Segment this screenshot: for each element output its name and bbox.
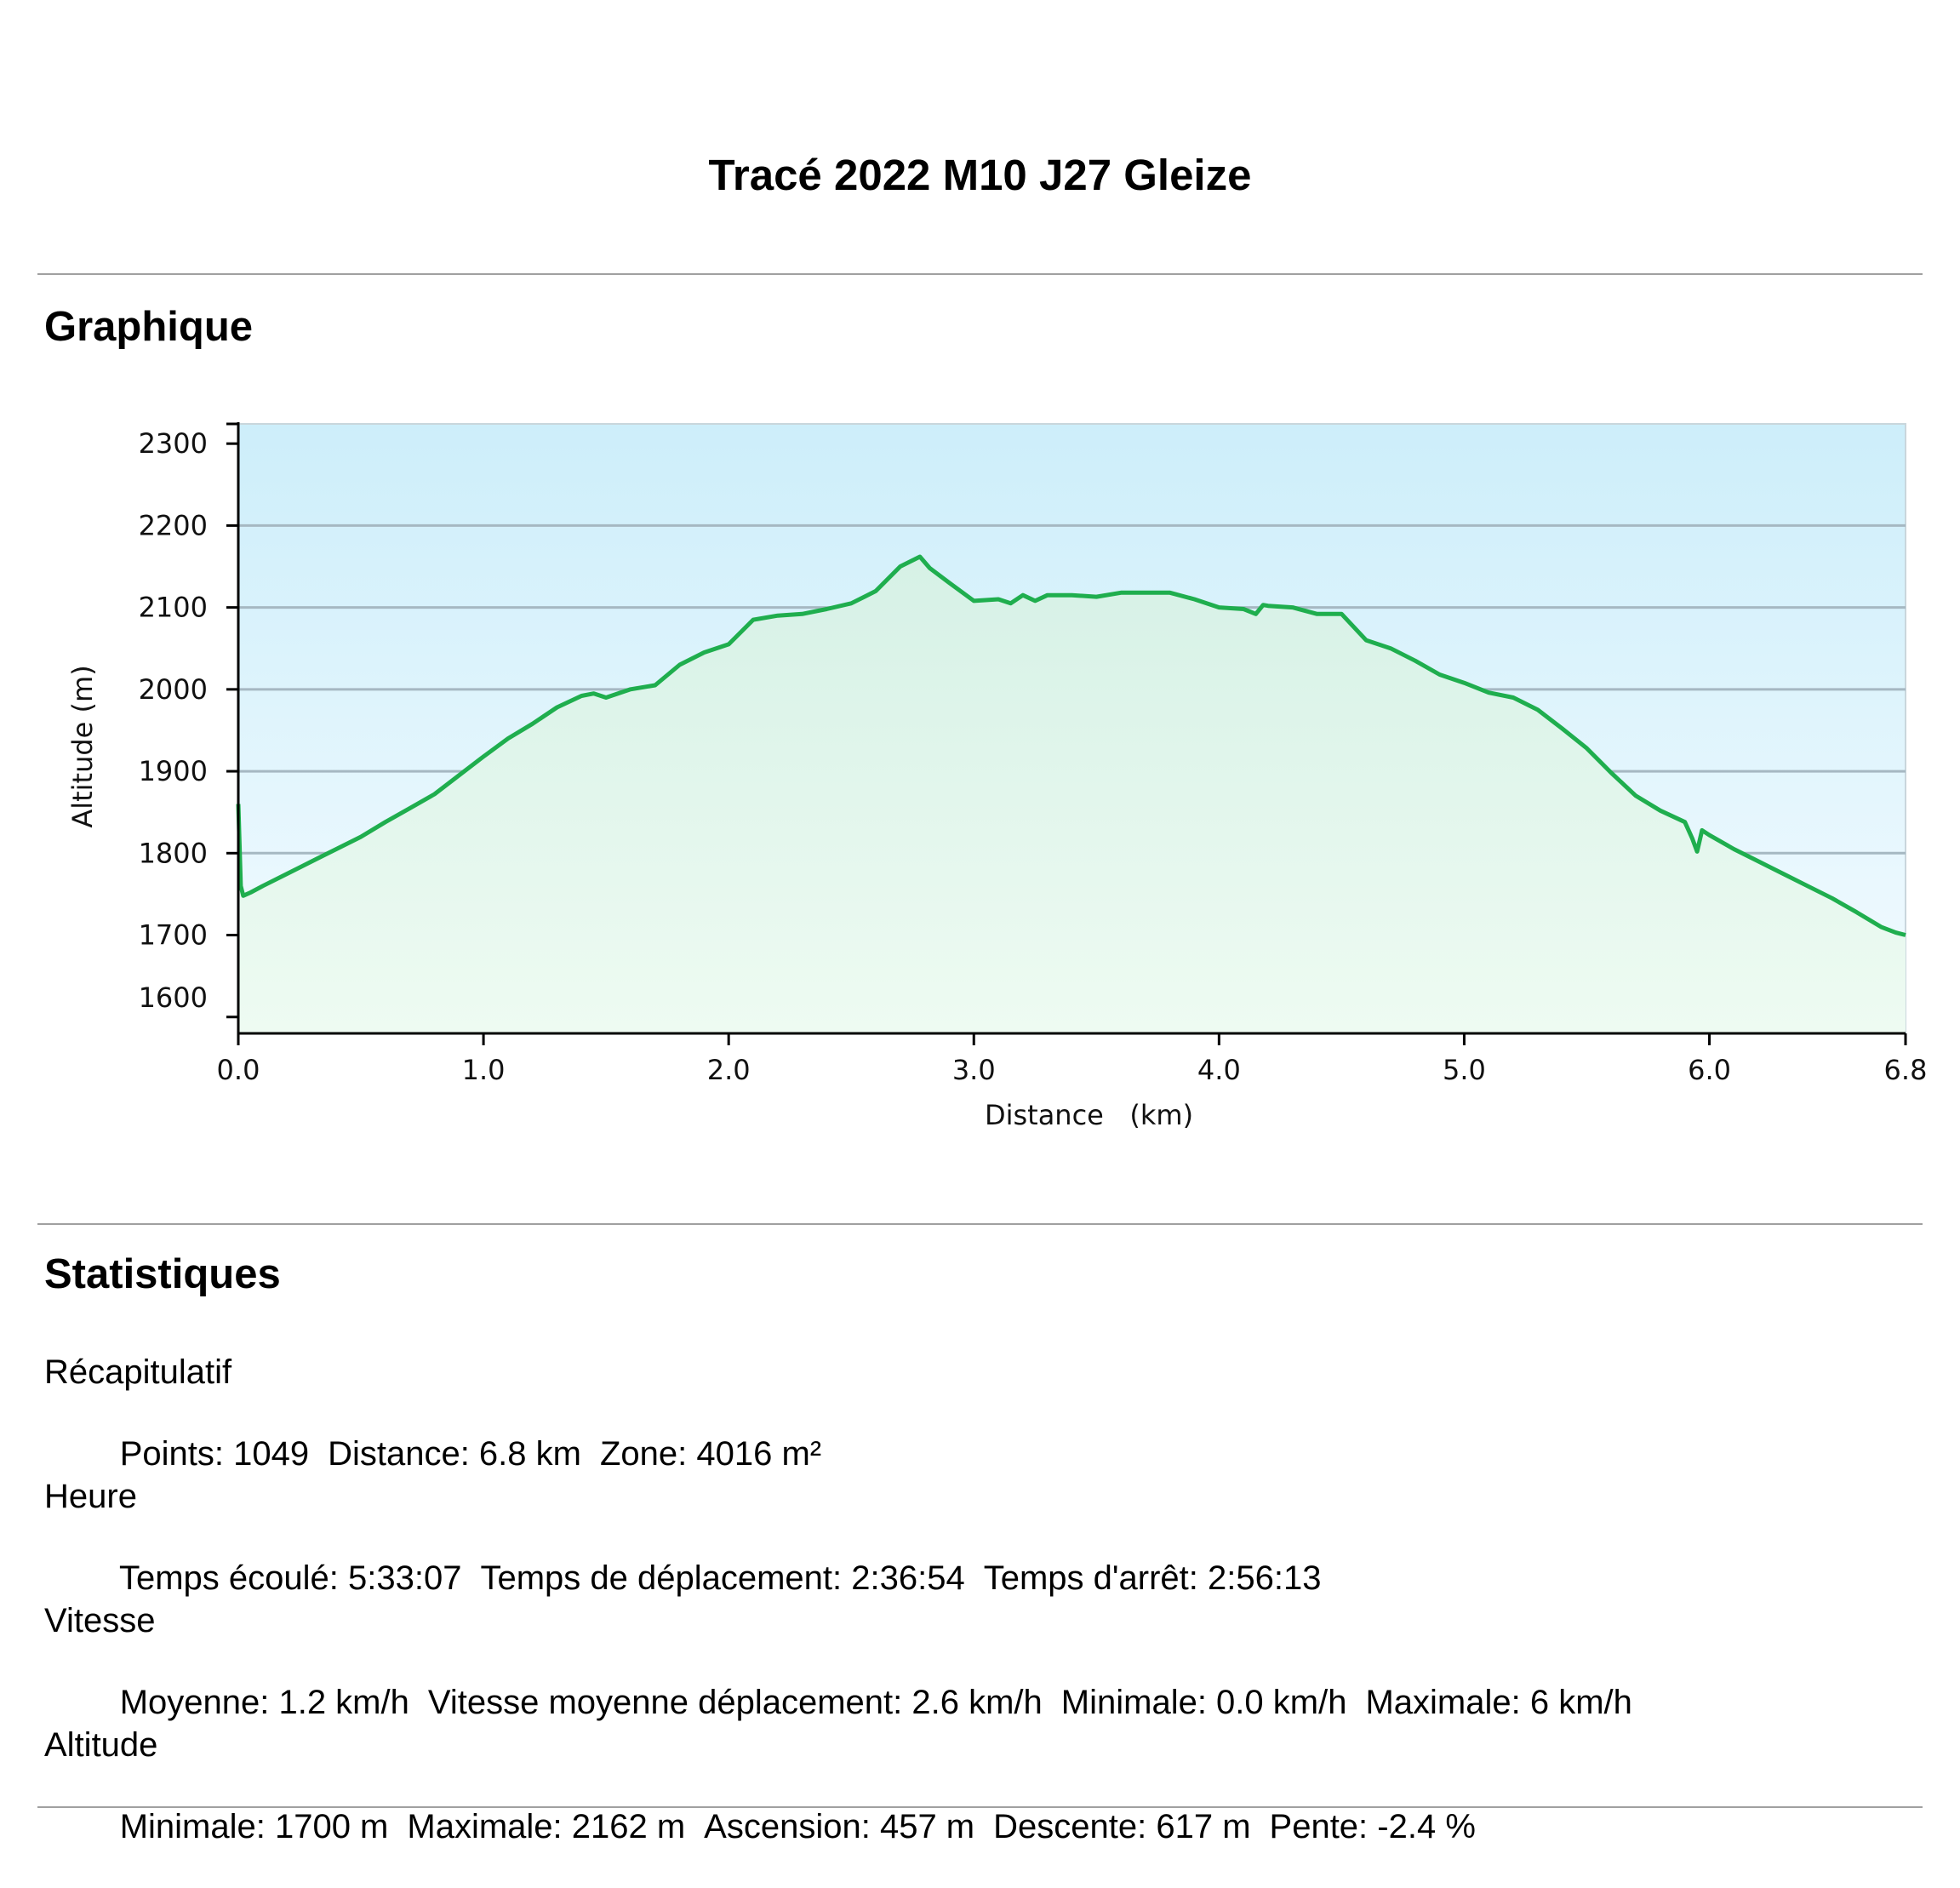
stat-group-altitude: Altitude Minimale: 1700 m Maximale: 2162 … bbox=[44, 1725, 1917, 1849]
stat-moving-avg-speed: Vitesse moyenne déplacement: 2.6 km/h bbox=[427, 1684, 1043, 1721]
stat-line: Points: 1049 Distance: 6.8 km Zone: 4016 m… bbox=[44, 1393, 1917, 1515]
stat-line: Moyenne: 1.2 km/h Vitesse moyenne déplace… bbox=[44, 1641, 1917, 1764]
stat-line: Temps écoulé: 5:33:07 Temps de déplacemen… bbox=[44, 1517, 1917, 1639]
elevation-chart: 2300 2200 2100 2000 1900 1800 1700 1600 0.0 1.0 2… bbox=[66, 422, 1928, 1131]
axes bbox=[237, 422, 1906, 1035]
stat-stopped-time: Temps d'arrêt: 2:56:13 bbox=[983, 1559, 1322, 1597]
statistics-panel: Récapitulatif Points: 1049 Distance: 6.8 … bbox=[44, 1352, 1917, 1849]
stat-points: Points: 1049 bbox=[119, 1435, 310, 1473]
y-tick-label: 1600 bbox=[139, 981, 208, 1014]
divider bbox=[37, 273, 1923, 275]
y-tick-label: 2100 bbox=[139, 592, 208, 624]
y-tick-label: 1700 bbox=[139, 919, 208, 952]
x-axis-label: Distance (km) bbox=[985, 1099, 1193, 1131]
x-tick-label: 5.0 bbox=[1443, 1054, 1486, 1086]
stat-avg-speed: Moyenne: 1.2 km/h bbox=[119, 1684, 409, 1721]
y-tick-label: 2300 bbox=[139, 427, 208, 460]
stat-moving-time: Temps de déplacement: 2:36:54 bbox=[480, 1559, 965, 1597]
x-tick-label: 1.0 bbox=[462, 1054, 506, 1086]
stat-group-title: Vitesse bbox=[44, 1602, 156, 1639]
stat-group-recap: Récapitulatif Points: 1049 Distance: 6.8 … bbox=[44, 1352, 1917, 1476]
x-axis-ticks: 0.0 1.0 2.0 3.0 4.0 5.0 6.0 6.8 bbox=[217, 1033, 1928, 1086]
y-tick-label: 1800 bbox=[139, 837, 208, 869]
elevation-area bbox=[238, 557, 1906, 1033]
stat-group-title: Heure bbox=[44, 1478, 137, 1515]
y-tick-label: 2000 bbox=[139, 673, 208, 706]
stat-max-speed: Maximale: 6 km/h bbox=[1365, 1684, 1632, 1721]
stat-group-speed: Vitesse Moyenne: 1.2 km/h Vitesse moyenne… bbox=[44, 1600, 1917, 1725]
x-tick-label: 3.0 bbox=[952, 1054, 996, 1086]
stat-group-title: Récapitulatif bbox=[44, 1353, 232, 1391]
stat-elapsed-time: Temps écoulé: 5:33:07 bbox=[118, 1559, 462, 1597]
divider bbox=[37, 1806, 1923, 1808]
stat-distance: Distance: 6.8 km bbox=[328, 1435, 581, 1473]
elevation-line bbox=[236, 554, 1906, 937]
chart-section-heading: Graphique bbox=[44, 304, 254, 350]
y-axis-ticks: 2300 2200 2100 2000 1900 1800 1700 1600 bbox=[139, 422, 238, 1019]
stats-section-heading: Statistiques bbox=[44, 1251, 281, 1297]
x-tick-label: 6.8 bbox=[1884, 1054, 1928, 1086]
stat-zone: Zone: 4016 m² bbox=[599, 1435, 822, 1473]
y-axis-label: Altitude (m) bbox=[66, 665, 99, 827]
x-tick-label: 4.0 bbox=[1197, 1054, 1241, 1086]
stat-group-title: Altitude bbox=[44, 1726, 158, 1764]
report-title: Tracé 2022 M10 J27 Gleize bbox=[708, 151, 1252, 199]
x-tick-label: 0.0 bbox=[217, 1054, 260, 1086]
stat-line: Minimale: 1700 m Maximale: 2162 m Ascensio… bbox=[44, 1765, 1917, 1888]
x-tick-label: 6.0 bbox=[1688, 1054, 1731, 1086]
y-tick-label: 1900 bbox=[139, 755, 208, 787]
divider bbox=[37, 1223, 1923, 1225]
y-tick-label: 2200 bbox=[139, 509, 208, 541]
x-tick-label: 2.0 bbox=[707, 1054, 751, 1086]
stat-min-speed: Minimale: 0.0 km/h bbox=[1060, 1684, 1347, 1721]
stat-group-time: Heure Temps écoulé: 5:33:07 Temps de dépl… bbox=[44, 1476, 1917, 1600]
